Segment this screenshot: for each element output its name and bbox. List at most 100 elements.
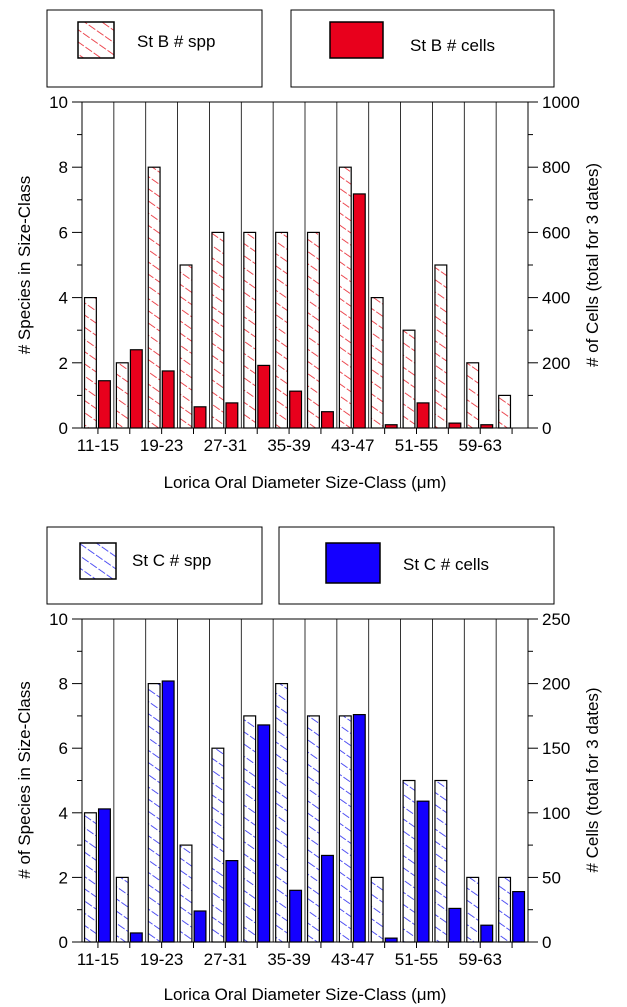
bar-species [498,876,512,943]
bar-species [211,231,225,429]
y2-tick-label: 600 [542,223,570,242]
y-tick-label: 2 [59,868,68,887]
y-tick-label: 8 [59,158,68,177]
gridlines [113,102,497,428]
y2-tick-label: 0 [542,419,551,438]
bar-species [243,715,257,943]
x-tick-label: 35-39 [267,436,310,455]
bar-cells [416,800,430,943]
bar-cells [352,193,366,429]
y-tick-label: 6 [59,223,68,242]
bar-cells [225,860,239,943]
legend-station-c: St C # spp St C # cells [46,526,555,605]
x-axis-title: Lorica Oral Diameter Size-Class (μm) [164,985,447,1004]
legend-swatch-solid [329,21,384,59]
bar-species [434,779,448,943]
x-tick-label: 51-55 [395,950,438,969]
bar-species [466,876,480,943]
bar-cells [448,907,462,943]
bar-cells [161,370,175,429]
x-tick-label: 27-31 [204,436,247,455]
y-tick-label: 2 [59,354,68,373]
bar-cells [320,411,334,429]
bar-cells [193,910,207,943]
bar-species [402,329,416,429]
x-axis-title: Lorica Oral Diameter Size-Class (μm) [164,473,447,492]
y2-tick-label: 800 [542,158,570,177]
x-tick-label: 35-39 [267,950,310,969]
y-tick-label: 0 [59,933,68,952]
y-tick-label: 4 [59,289,68,308]
y2-tick-label: 50 [542,868,561,887]
bar-species [338,166,352,429]
legend-box-cells [278,526,555,605]
bar-cells [129,932,143,943]
y2-tick-label: 0 [542,933,551,952]
chart-station-c: St C # spp St C # cells 0246810050100150… [15,526,602,1004]
bar-cells [257,364,271,429]
bars [83,680,526,943]
bar-cells [512,891,526,943]
legend-label: St C # cells [403,555,489,574]
bar-species [179,264,193,429]
bar-species [83,812,97,943]
x-tick-label: 43-47 [331,950,374,969]
bar-cells [480,424,494,429]
bar-species [147,682,161,943]
x-tick-label: 11-15 [77,436,119,455]
x-tick-label: 59-63 [458,436,501,455]
y2-tick-label: 150 [542,739,570,758]
x-tick-label: 19-23 [140,950,183,969]
y2-axis-title: # Cells (total for 3 dates) [583,687,602,872]
y-tick-label: 0 [59,419,68,438]
bar-species [243,231,257,429]
gridlines [113,619,497,942]
x-tick-label: 43-47 [331,436,374,455]
bar-species [338,715,352,943]
y-tick-label: 6 [59,739,68,758]
bar-cells [193,406,207,429]
legend-swatch-hatched [77,21,115,59]
bar-species [370,297,384,429]
bar-species [275,682,289,943]
bar-cells [416,402,430,429]
bar-cells [129,349,143,429]
y-tick-label: 8 [59,675,68,694]
chart-station-b: St B # spp St B # cells 0 2 4 6 8 10 0 200 400 60… [15,9,602,492]
y2-tick-label: 250 [542,610,570,629]
legend-swatch-solid [325,542,381,584]
bar-cells [289,390,303,429]
bar-cells [384,424,398,429]
bar-species [83,297,97,429]
y2-tick-label: 200 [542,354,570,373]
bar-species [275,231,289,429]
x-tick-label: 11-15 [77,950,119,969]
bar-species [306,715,320,943]
bar-cells [97,380,111,429]
y2-axis-title: # of Cells (total for 3 dates) [583,163,602,367]
y2-tick-label: 400 [542,289,570,308]
bar-cells [97,808,111,943]
bar-cells [384,937,398,943]
bar-cells [480,924,494,943]
x-tick-label: 27-31 [204,950,247,969]
axes: 0 2 4 6 8 10 0 200 400 600 800 1000 11-15 19-23 27-31 3… [49,93,580,455]
legend-label: St C # spp [132,551,211,570]
bar-species [498,394,512,429]
bar-species [115,362,129,429]
bar-cells [161,680,175,943]
x-tick-label: 51-55 [395,436,438,455]
legend-swatch-hatched [79,542,117,580]
bar-species [147,166,161,429]
y-tick-label: 10 [49,610,68,629]
bar-species [434,264,448,429]
y-tick-label: 10 [49,93,68,112]
bar-cells [257,724,271,943]
legend-label: St B # spp [137,32,215,51]
bar-cells [225,402,239,429]
y2-tick-label: 200 [542,675,570,694]
y-axis-title: # of Species in Size-Class [15,681,34,878]
bar-cells [320,854,334,943]
